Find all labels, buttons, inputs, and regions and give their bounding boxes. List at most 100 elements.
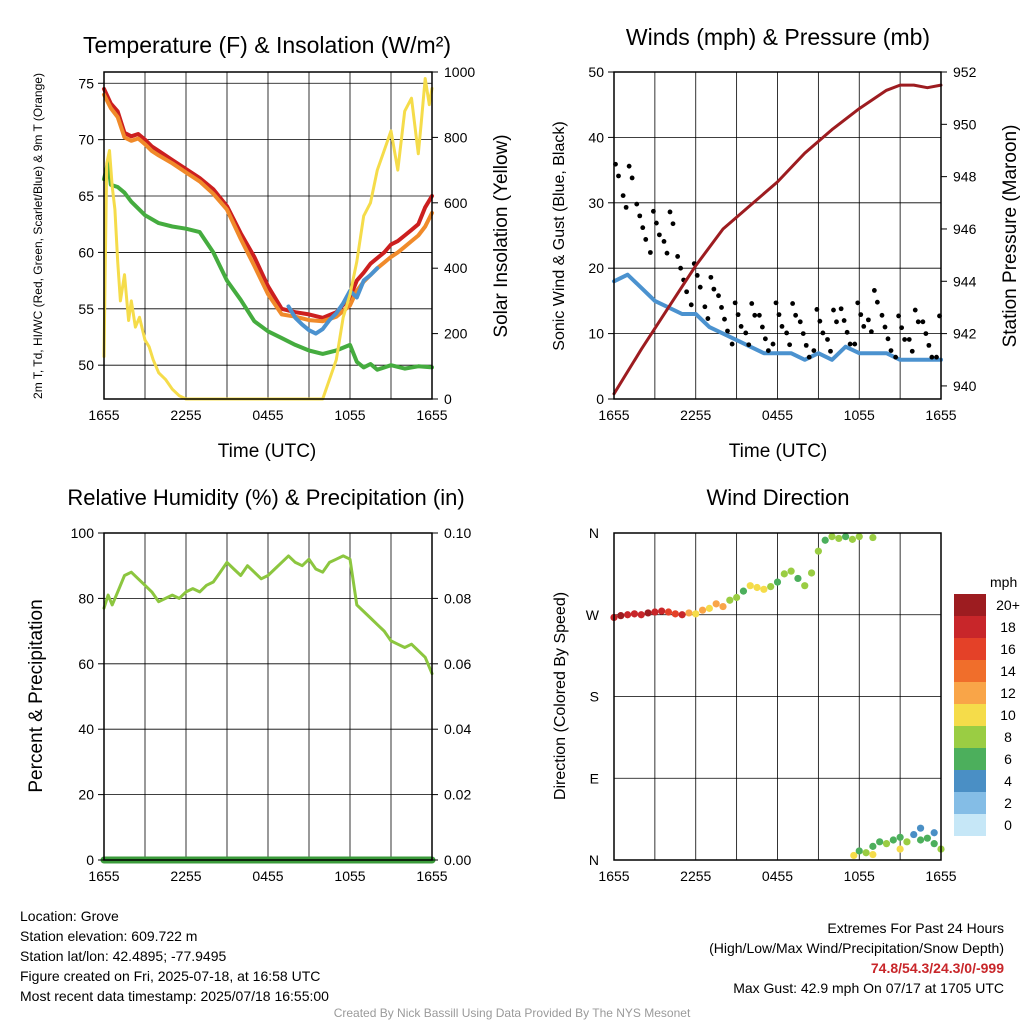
temperature-ticks: 1655 2255 0455 1055 1655 50 55 60 65 70 75 0 200 400 6… [78, 64, 475, 423]
gust-point [902, 337, 908, 342]
gust-point [817, 318, 823, 324]
gust-point [814, 307, 820, 312]
direction-point [930, 829, 938, 837]
direction-point [848, 535, 857, 543]
x-tick-label: 1055 [844, 407, 875, 423]
y-right-tick-label: 952 [953, 64, 977, 80]
winds-ylabel-right: Station Pressure (Maroon) [1000, 125, 1021, 348]
winds-panel: Winds (mph) & Pressure (mb) 1655 2255 0455… [551, 24, 1021, 462]
gust-point [896, 313, 902, 319]
x-tick-label: 1655 [416, 407, 447, 423]
gust-point [793, 312, 799, 318]
legend-label: 20+ [996, 597, 1020, 613]
y-tick-label: S [590, 689, 599, 705]
x-tick-label: 2255 [680, 407, 711, 423]
y-right-tick-label: 0.04 [444, 721, 471, 737]
gust-point [626, 163, 632, 169]
extremes-info: Extremes For Past 24 Hours (High/Low/Max… [709, 918, 1004, 998]
y-right-tick-label: 946 [953, 221, 977, 237]
gust-point [705, 316, 711, 321]
y-tick-label: 40 [588, 129, 604, 145]
gust-point [752, 312, 758, 318]
legend-swatch [954, 616, 986, 638]
gust-point [664, 250, 670, 256]
direction-point [746, 582, 754, 590]
direction-point [637, 611, 645, 619]
gust-point [868, 329, 874, 335]
direction-point [835, 534, 843, 543]
direction-point [903, 838, 911, 846]
legend-label: 6 [1004, 751, 1012, 767]
series-line [286, 266, 380, 336]
winds-ylabel: Sonic Wind & Gust (Blue, Black) [551, 121, 568, 350]
gust-point [702, 304, 708, 310]
direction-point [719, 602, 727, 611]
gust-point [879, 312, 885, 318]
y-tick-label: 100 [71, 525, 95, 541]
legend-label: 18 [1000, 619, 1016, 635]
max-gust-text: Max Gust: 42.9 mph On 07/17 at 1705 UTC [733, 980, 1004, 996]
direction-point [896, 833, 904, 841]
gust-point [678, 265, 684, 271]
humidity-panel: Relative Humidity (%) & Precipitation (i… [26, 485, 471, 884]
legend-label: 16 [1000, 641, 1016, 657]
gust-point [711, 286, 717, 292]
legend-label: 4 [1004, 773, 1012, 789]
x-tick-label: 1055 [844, 868, 875, 884]
y-right-tick-label: 200 [444, 326, 468, 342]
direction-point [842, 533, 850, 541]
x-tick-label: 0455 [762, 407, 793, 423]
x-tick-label: 1655 [416, 868, 447, 884]
direction-point [923, 834, 931, 842]
location-text: Location: Grove [20, 908, 119, 924]
direction-point [794, 574, 802, 583]
legend-label: 0 [1004, 817, 1012, 833]
y-right-tick-label: 0.08 [444, 590, 471, 606]
y-tick-label: 60 [78, 244, 94, 260]
x-tick-label: 0455 [762, 868, 793, 884]
gust-point [629, 175, 635, 181]
direction-point [780, 570, 788, 578]
x-tick-label: 1055 [334, 407, 365, 423]
legend-label: 8 [1004, 729, 1012, 745]
gust-point [688, 302, 694, 308]
legend-swatch [954, 638, 986, 660]
gust-point [732, 300, 738, 306]
gust-point [620, 193, 626, 199]
y-right-tick-label: 942 [953, 326, 977, 342]
direction-point [712, 600, 720, 608]
gust-point [729, 341, 735, 347]
gust-point [800, 331, 806, 336]
direction-point [760, 585, 768, 593]
y-right-tick-label: 800 [444, 129, 468, 145]
x-tick-label: 1655 [925, 407, 956, 423]
winds-series [612, 83, 943, 396]
gust-point [852, 341, 858, 347]
gust-point [865, 317, 871, 323]
gust-point [623, 204, 629, 210]
direction-point [671, 610, 679, 618]
y-right-tick-label: 940 [953, 378, 977, 394]
gust-point [929, 354, 935, 360]
gust-point [858, 312, 864, 318]
direction-point [869, 533, 877, 542]
x-tick-label: 0455 [252, 868, 283, 884]
gust-point [838, 306, 844, 312]
gust-point [749, 301, 755, 306]
direction-point [862, 849, 870, 857]
temperature-ylabel: 2m T, Td, HI/WC (Red, Green, Scarlet/Blu… [31, 73, 45, 399]
gust-point [640, 225, 646, 231]
direction-point [651, 608, 659, 616]
gust-point [915, 319, 921, 325]
gust-point [847, 341, 853, 347]
x-tick-label: 1655 [598, 407, 629, 423]
y-tick-label: 55 [78, 301, 94, 317]
winds-title: Winds (mph) & Pressure (mb) [626, 24, 930, 50]
gust-point [920, 319, 926, 325]
gust-point [756, 312, 762, 318]
gust-point [806, 354, 812, 360]
series-line [102, 86, 434, 320]
gust-point [738, 324, 744, 329]
winds-xlabel: Time (UTC) [729, 441, 828, 462]
